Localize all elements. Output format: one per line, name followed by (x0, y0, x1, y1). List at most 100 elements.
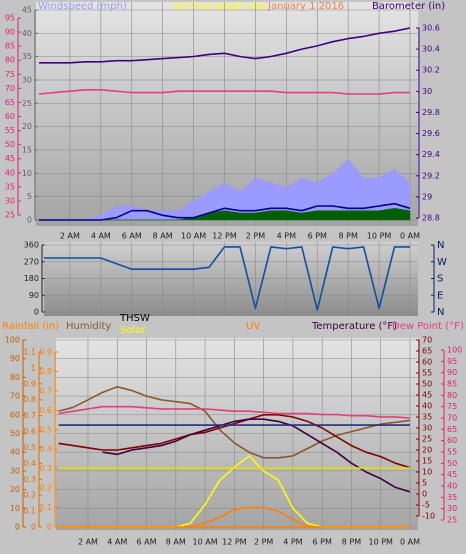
y-tick-label: 70 (422, 336, 432, 345)
area (38, 159, 411, 221)
y-tick-label: 70 (5, 84, 15, 93)
y-tick-label: 30.4 (422, 45, 440, 54)
series-label: Humidity (66, 321, 111, 332)
y-tick-label: 15 (22, 146, 32, 155)
y-tick-label: 0.5 (23, 443, 36, 452)
x-tick-label: 4 PM (283, 538, 302, 547)
x-tick-label: 6 PM (312, 538, 331, 547)
y-tick-label: 0 (27, 216, 32, 225)
x-tick-label: 6 AM (122, 232, 142, 241)
series-group (38, 27, 411, 221)
chart-date: January 1 2016 (267, 1, 344, 12)
y-tick-label: 70 (10, 392, 20, 401)
y-tick-label: 1 (31, 363, 36, 372)
y-tick-label: 30 (22, 76, 32, 85)
y-tick-label: 5 (422, 479, 427, 488)
y-tick-label: 35 (447, 493, 457, 502)
x-tick-label: 2 AM (60, 232, 80, 241)
y-tick-label: 60 (5, 112, 15, 121)
plot-area (56, 338, 418, 530)
y-tick-label: 0.8 (39, 367, 52, 376)
series-label: THSW (119, 313, 150, 324)
y-tick-label: 35 (422, 413, 432, 422)
line (39, 27, 411, 64)
x-tick-label: 10 PM (368, 538, 393, 547)
series-label: Dew Point (°F) (392, 321, 464, 332)
y-tick-label: 20 (422, 446, 432, 455)
line (58, 414, 411, 469)
y-tick-label: 28.8 (422, 214, 440, 223)
x-tick-label: 0 AM (400, 232, 420, 241)
y-tick-label: 30 (5, 196, 15, 205)
y-tick-label: 15 (422, 457, 432, 466)
y-tick-label: 10 (22, 169, 32, 178)
y-tick-label: 0.2 (23, 491, 36, 500)
y-tick-label: 29.2 (422, 171, 440, 180)
y-tick-label: 0.1 (23, 507, 36, 516)
x-tick-label: 8 PM (338, 232, 357, 241)
y-tick-label: 80 (10, 373, 20, 382)
y-tick-label: 75 (5, 70, 15, 79)
y-tick-label: 360 (24, 241, 39, 250)
y-tick-label: 90 (29, 291, 39, 300)
line (44, 246, 410, 311)
y-tick-label: 0.1 (39, 503, 52, 512)
y-tick-label: 40 (422, 402, 432, 411)
series-label: Temperature (°F) (311, 321, 397, 332)
line (58, 405, 411, 419)
y-tick-label: 45 (22, 6, 32, 15)
x-tick-label: 2 AM (78, 538, 98, 547)
y-tick-label: 0.8 (23, 395, 36, 404)
series-label: Barometer (in) (372, 1, 445, 12)
chart-title: 24 hour graph day (173, 1, 266, 12)
y-tick-label: 50 (10, 429, 20, 438)
series-label: UV (246, 321, 260, 332)
y-tick-label: 100 (447, 346, 462, 355)
y-tick-label: 29 (422, 192, 432, 201)
x-tick-label: 10 AM (181, 232, 206, 241)
x-tick-label: 6 AM (137, 538, 157, 547)
y-tick-label: 0.3 (39, 464, 52, 473)
y-tick-label: 55 (5, 126, 15, 135)
line (39, 202, 411, 221)
y-tick-label: 10 (10, 504, 20, 513)
y-tick-label: 180 (24, 274, 39, 283)
line (58, 506, 410, 528)
y-tick-label: 45 (447, 470, 457, 479)
x-tick-label: 4 PM (277, 232, 296, 241)
y-tick-label: 0.4 (23, 459, 36, 468)
y-tick-label: 30.6 (422, 24, 440, 33)
line (38, 89, 410, 95)
x-tick-label: 2 PM (254, 538, 273, 547)
y-tick-label: 85 (5, 42, 15, 51)
y-tick-label: 0.2 (39, 484, 52, 493)
y-tick-label: 55 (422, 369, 432, 378)
x-tick-label: 10 PM (367, 232, 392, 241)
y-tick-label: N (437, 307, 444, 318)
series-label: Rainfall (in) (2, 321, 59, 332)
y-tick-label: -5 (422, 501, 430, 510)
y-tick-label: 40 (447, 482, 457, 491)
x-tick-label: 0 AM (400, 538, 420, 547)
y-tick-label: 30 (422, 424, 432, 433)
y-tick-label: S (437, 274, 443, 285)
y-tick-label: 0.5 (39, 425, 52, 434)
y-tick-label: 95 (447, 357, 457, 366)
y-tick-label: E (437, 290, 443, 301)
y-tick-label: 0.3 (23, 475, 36, 484)
series-label: Solar (120, 325, 146, 336)
series-label: Windspeed (mph) (38, 1, 127, 12)
y-tick-label: N (437, 240, 444, 251)
y-tick-label: 5 (27, 192, 32, 201)
y-tick-label: 25 (22, 99, 32, 108)
y-tick-label: 50 (5, 140, 15, 149)
y-tick-label: 0.7 (39, 386, 52, 395)
y-tick-label: 50 (422, 380, 432, 389)
y-tick-label: -10 (422, 512, 435, 521)
x-tick-label: 8 AM (166, 538, 186, 547)
y-tick-label: 20 (22, 122, 32, 131)
y-tick-label: 20 (10, 485, 20, 494)
y-tick-label: 0 (422, 490, 427, 499)
y-tick-label: 80 (5, 56, 15, 65)
y-tick-label: 25 (5, 211, 15, 220)
